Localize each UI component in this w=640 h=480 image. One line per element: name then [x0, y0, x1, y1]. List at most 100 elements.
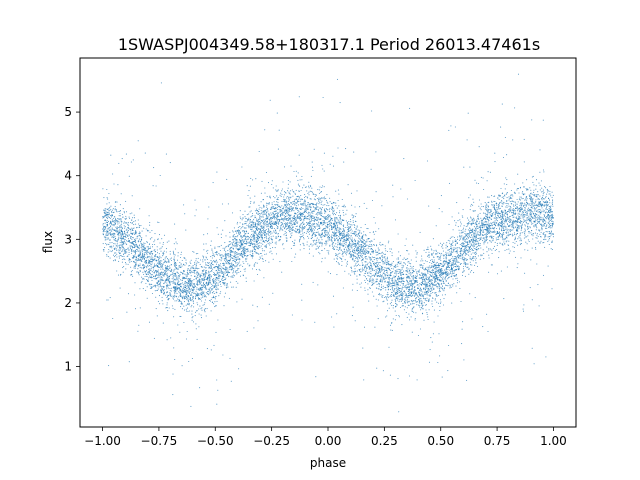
data-point — [547, 265, 549, 267]
data-point — [277, 211, 279, 213]
data-point — [350, 267, 353, 269]
data-point — [466, 263, 468, 265]
data-point — [454, 265, 456, 268]
data-point — [354, 268, 356, 270]
data-point — [341, 258, 343, 261]
data-point — [240, 270, 242, 272]
data-point — [224, 279, 227, 281]
data-point — [242, 236, 244, 238]
data-point — [509, 206, 511, 208]
data-point — [134, 232, 136, 234]
data-point — [394, 272, 396, 274]
data-point — [357, 257, 359, 259]
data-point — [355, 257, 358, 259]
data-point — [166, 241, 168, 243]
data-point — [165, 153, 167, 155]
data-point — [424, 267, 427, 269]
data-point — [494, 212, 496, 214]
data-point — [457, 236, 459, 238]
data-point — [298, 190, 300, 192]
data-point — [459, 248, 461, 250]
data-point — [203, 234, 205, 236]
data-point — [128, 251, 130, 253]
data-point — [335, 226, 337, 228]
data-point — [109, 232, 111, 234]
data-point — [537, 284, 539, 286]
data-point — [434, 272, 436, 274]
data-point — [482, 249, 484, 251]
data-point — [239, 275, 242, 277]
data-point — [203, 291, 205, 293]
data-point — [421, 258, 423, 260]
data-point — [185, 261, 187, 264]
data-point — [499, 224, 501, 226]
data-point — [158, 260, 160, 263]
data-point — [203, 266, 205, 268]
data-point — [413, 307, 415, 309]
data-point — [141, 254, 144, 256]
data-point — [320, 203, 322, 206]
data-point — [429, 259, 432, 261]
data-point — [286, 203, 288, 205]
data-point — [505, 228, 507, 230]
data-point — [496, 212, 498, 214]
data-point — [342, 231, 344, 233]
data-point — [244, 216, 246, 218]
data-point — [346, 250, 348, 252]
data-point — [511, 229, 513, 231]
data-point — [508, 205, 510, 207]
chart-title: 1SWASPJ004349.58+180317.1 Period 26013.4… — [118, 35, 540, 54]
data-point — [487, 196, 489, 198]
data-point — [455, 257, 457, 259]
data-point — [421, 313, 424, 315]
data-point — [108, 256, 110, 258]
data-point — [225, 256, 227, 258]
data-point — [262, 199, 264, 201]
data-point — [258, 253, 260, 255]
data-point — [445, 270, 447, 272]
data-point — [149, 255, 151, 257]
data-point — [199, 298, 201, 301]
data-point — [433, 287, 435, 289]
data-point — [135, 242, 137, 244]
data-point — [422, 308, 424, 310]
data-point — [156, 282, 158, 284]
data-point — [302, 204, 304, 206]
data-point — [171, 281, 173, 283]
data-point — [311, 223, 313, 225]
data-point — [127, 230, 129, 232]
data-point — [304, 210, 306, 212]
data-point — [197, 279, 199, 281]
data-point — [253, 202, 255, 204]
data-point — [311, 191, 314, 193]
data-point — [194, 311, 197, 313]
data-point — [320, 242, 323, 244]
data-point — [253, 247, 255, 249]
data-point — [498, 211, 500, 213]
data-point — [265, 244, 268, 246]
data-point — [190, 259, 192, 261]
data-point — [509, 215, 511, 217]
data-point — [449, 273, 451, 275]
data-point — [311, 245, 313, 247]
data-point — [447, 282, 449, 284]
data-point — [373, 256, 375, 259]
data-point — [323, 196, 326, 198]
data-point — [123, 266, 125, 268]
data-point — [147, 246, 149, 248]
data-point — [293, 220, 295, 222]
data-point — [224, 220, 226, 222]
data-point — [318, 199, 320, 201]
data-point — [333, 258, 335, 260]
data-point — [335, 190, 337, 192]
data-point — [336, 249, 338, 251]
data-point — [176, 298, 179, 300]
data-point — [151, 255, 153, 257]
data-point — [349, 237, 351, 239]
data-point — [211, 249, 213, 251]
data-point — [368, 268, 370, 270]
data-point — [357, 248, 359, 250]
data-point — [128, 228, 130, 230]
data-point — [356, 264, 359, 266]
data-point — [245, 223, 247, 225]
